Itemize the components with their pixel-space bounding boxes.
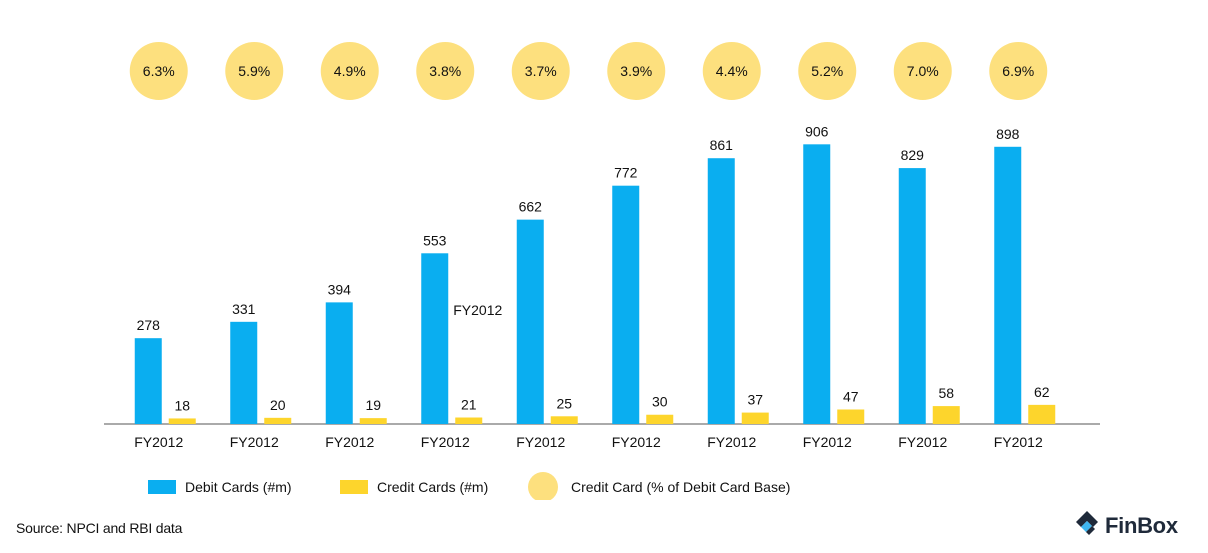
percent-label: 4.4% [716, 63, 748, 79]
debit-value-label: 906 [805, 123, 829, 139]
credit-bar [168, 418, 196, 424]
x-tick-label: FY2012 [325, 434, 374, 450]
percent-label: 3.7% [525, 63, 557, 79]
debit-bar [994, 146, 1022, 424]
debit-value-label: 331 [232, 301, 256, 317]
percent-circle [893, 42, 952, 100]
credit-bar [646, 414, 674, 424]
x-tick-label: FY2012 [898, 434, 947, 450]
credit-value-label: 19 [365, 397, 381, 413]
credit-value-label: 20 [270, 397, 286, 413]
debit-bar [325, 302, 353, 424]
legend-swatch-debit [148, 480, 176, 494]
debit-bar [421, 253, 449, 424]
credit-value-label: 18 [174, 397, 190, 413]
brand-name: FinBox [1105, 512, 1178, 538]
credit-value-label: 62 [1034, 384, 1050, 400]
credit-bar [837, 409, 865, 424]
percent-circle [702, 42, 761, 100]
credit-bar [741, 412, 769, 424]
credit-bar [455, 417, 483, 424]
x-tick-label: FY2012 [421, 434, 470, 450]
bar-chart: 278 18 FY2012 6.3% 331 20 FY2012 5.9% 394 19 FY201… [104, 42, 1100, 502]
credit-bar [550, 416, 578, 424]
annotation-label: FY2012 [453, 302, 502, 318]
credit-bar [359, 418, 387, 424]
x-tick-label: FY2012 [134, 434, 183, 450]
debit-value-label: 278 [137, 317, 161, 333]
x-tick-label: FY2012 [994, 434, 1043, 450]
percent-label: 3.8% [429, 63, 461, 79]
percent-label: 7.0% [907, 63, 939, 79]
debit-value-label: 772 [614, 165, 638, 181]
x-tick-label: FY2012 [803, 434, 852, 450]
debit-value-label: 394 [328, 281, 352, 297]
debit-value-label: 898 [996, 126, 1020, 142]
credit-bar [932, 406, 960, 424]
percent-label: 4.9% [334, 63, 366, 79]
percent-label: 5.2% [811, 63, 843, 79]
percent-circle [607, 42, 666, 100]
credit-value-label: 25 [556, 395, 572, 411]
debit-bar [898, 168, 926, 424]
percent-label: 5.9% [238, 63, 270, 79]
debit-bar [230, 321, 258, 424]
debit-bar [516, 219, 544, 424]
debit-value-label: 553 [423, 232, 447, 248]
credit-bar [1028, 404, 1056, 424]
legend-label-percent: Credit Card (% of Debit Card Base) [571, 479, 790, 495]
percent-circle [225, 42, 284, 100]
debit-bar [707, 158, 735, 424]
source-note: Source: NPCI and RBI data [16, 520, 183, 536]
x-tick-label: FY2012 [707, 434, 756, 450]
legend-label-credit: Credit Cards (#m) [377, 479, 488, 495]
percent-label: 6.3% [143, 63, 175, 79]
debit-value-label: 861 [710, 137, 734, 153]
legend-label-debit: Debit Cards (#m) [185, 479, 292, 495]
finbox-logo-icon [1075, 510, 1099, 541]
legend-swatch-percent [528, 472, 558, 502]
percent-circle [511, 42, 570, 100]
legend-swatch-credit [340, 480, 368, 494]
debit-bar [612, 185, 640, 424]
x-tick-label: FY2012 [612, 434, 661, 450]
credit-value-label: 47 [843, 388, 859, 404]
percent-label: 6.9% [1002, 63, 1034, 79]
credit-value-label: 21 [461, 397, 477, 413]
percent-circle [416, 42, 475, 100]
credit-value-label: 30 [652, 394, 668, 410]
credit-value-label: 58 [938, 385, 954, 401]
x-tick-label: FY2012 [516, 434, 565, 450]
brand: FinBox [1075, 510, 1178, 541]
debit-value-label: 662 [519, 199, 543, 215]
credit-bar [264, 417, 292, 424]
percent-label: 3.9% [620, 63, 652, 79]
debit-value-label: 829 [901, 147, 925, 163]
debit-bar [134, 338, 162, 424]
percent-circle [320, 42, 379, 100]
x-tick-label: FY2012 [230, 434, 279, 450]
debit-bar [803, 144, 831, 425]
percent-circle [798, 42, 857, 100]
percent-circle [989, 42, 1048, 100]
credit-value-label: 37 [747, 392, 763, 408]
percent-circle [129, 42, 188, 100]
